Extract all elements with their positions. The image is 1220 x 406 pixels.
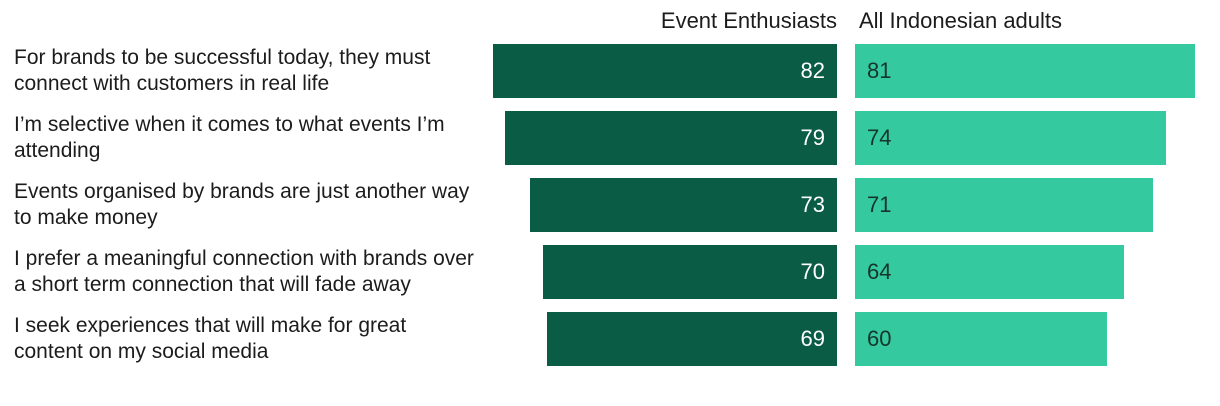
chart-header-row: Event Enthusiasts All Indonesian adults <box>14 8 1220 34</box>
chart-row: I prefer a meaningful connection with br… <box>14 245 1220 300</box>
bar-value: 73 <box>800 192 825 218</box>
bar-cell-event-enthusiasts: 79 <box>490 111 837 166</box>
chart-row: For brands to be successful today, they … <box>14 44 1220 99</box>
bar-value: 70 <box>800 259 825 285</box>
statement-label: For brands to be successful today, they … <box>14 46 431 96</box>
bar-cell-all-adults: 71 <box>855 178 1220 233</box>
bar-cell-all-adults: 64 <box>855 245 1220 300</box>
bar-value: 74 <box>867 125 892 151</box>
series-header-event-enthusiasts: Event Enthusiasts <box>660 8 837 33</box>
bar-cell-event-enthusiasts: 70 <box>490 245 837 300</box>
bar-value: 60 <box>867 326 892 352</box>
chart-row: Events organised by brands are just anot… <box>14 178 1220 233</box>
chart-row: I seek experiences that will make for gr… <box>14 312 1220 367</box>
series-header-all-indonesian-adults: All Indonesian adults <box>859 8 1063 33</box>
bar-value: 81 <box>867 58 892 84</box>
statement-label: I seek experiences that will make for gr… <box>14 314 407 364</box>
bar-value: 79 <box>800 125 825 151</box>
bar-cell-event-enthusiasts: 73 <box>490 178 837 233</box>
bar-event-enthusiasts: 82 <box>493 44 837 99</box>
bar-event-enthusiasts: 70 <box>543 245 837 300</box>
bar-event-enthusiasts: 73 <box>530 178 837 233</box>
statement-label: Events organised by brands are just anot… <box>14 180 470 230</box>
bar-event-enthusiasts: 79 <box>505 111 837 166</box>
statement-label: I’m selective when it comes to what even… <box>14 113 445 163</box>
bar-value: 82 <box>800 58 825 84</box>
bar-all-adults: 71 <box>855 178 1153 233</box>
bar-event-enthusiasts: 69 <box>547 312 837 367</box>
bar-value: 71 <box>867 192 892 218</box>
bar-all-adults: 81 <box>855 44 1195 99</box>
chart-row: I’m selective when it comes to what even… <box>14 111 1220 166</box>
bar-cell-all-adults: 74 <box>855 111 1220 166</box>
bar-all-adults: 60 <box>855 312 1107 367</box>
bar-cell-event-enthusiasts: 69 <box>490 312 837 367</box>
bar-all-adults: 74 <box>855 111 1166 166</box>
bar-cell-all-adults: 81 <box>855 44 1220 99</box>
bar-all-adults: 64 <box>855 245 1124 300</box>
bar-cell-event-enthusiasts: 82 <box>490 44 837 99</box>
bar-value: 64 <box>867 259 892 285</box>
bar-cell-all-adults: 60 <box>855 312 1220 367</box>
bar-value: 69 <box>800 326 825 352</box>
statement-label: I prefer a meaningful connection with br… <box>14 247 474 297</box>
chart-rows: For brands to be successful today, they … <box>14 44 1220 367</box>
